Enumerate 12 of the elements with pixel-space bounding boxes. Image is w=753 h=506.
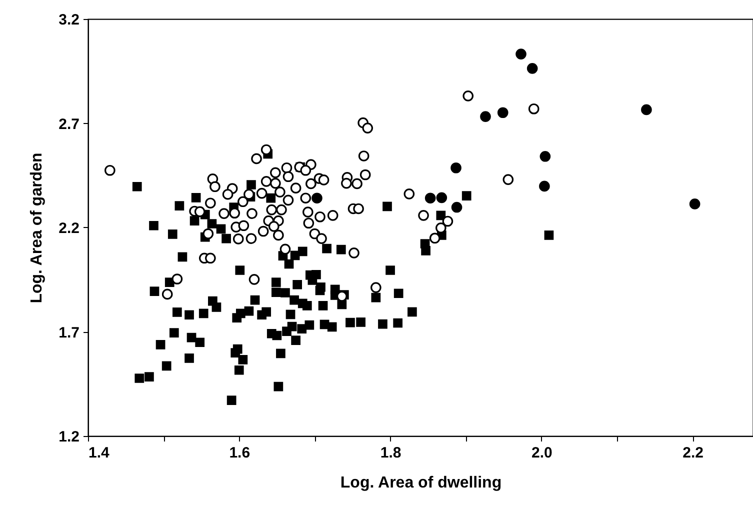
- y-tick-label: 1.2: [58, 428, 80, 446]
- y-tick-label: 1.7: [58, 324, 80, 342]
- y-tick-label: 2.7: [58, 116, 80, 133]
- x-axis-title: Log. Area of dwelling: [340, 474, 502, 492]
- x-tick-label: 1.6: [229, 444, 250, 462]
- x-tick-label: 2.2: [682, 444, 704, 462]
- x-tick-label: 1.4: [88, 444, 110, 462]
- x-tick-label: 1.8: [380, 444, 402, 462]
- y-axis-title: Log. Area of garden: [28, 152, 46, 304]
- y-tick-label: 3.2: [58, 12, 80, 28]
- y-tick-label: 2.2: [58, 220, 80, 237]
- text: 2.0: [531, 444, 552, 462]
